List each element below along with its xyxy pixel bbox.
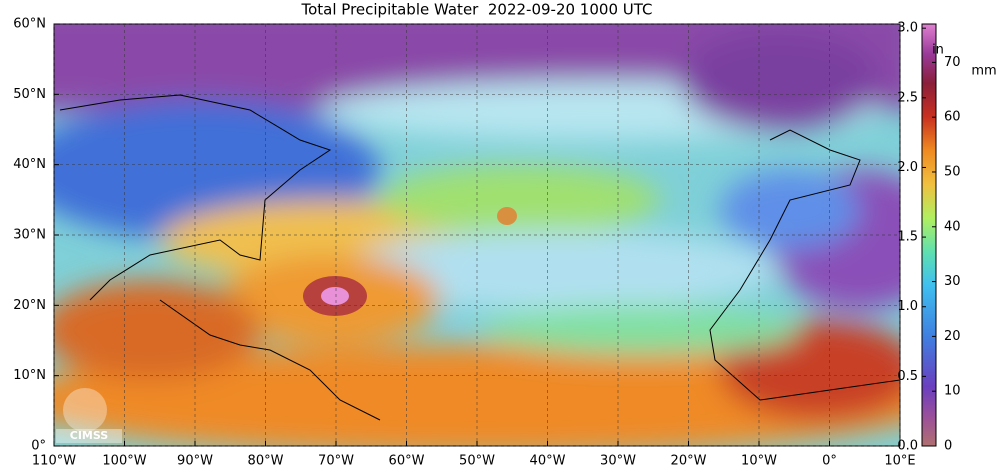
colorbar-mm-tick-label: 30 [944, 274, 961, 289]
colorbar-mm-tick-label: 20 [944, 329, 961, 344]
lon-tick-label: 20°W [671, 454, 707, 469]
colorbar-in-tick-label: 0.0 [897, 439, 918, 454]
lon-tick-label: 50°W [459, 454, 495, 469]
lat-tick-label: 40°N [13, 157, 46, 172]
lon-tick-label: 10°E [884, 454, 915, 469]
colorbar-mm-tick-label: 10 [944, 384, 961, 399]
lon-tick-label: 10°W [741, 454, 777, 469]
colorbar-in-label: in [932, 43, 944, 58]
lon-tick-label: 100°W [102, 454, 146, 469]
colorbar-mm-tick-label: 50 [944, 164, 961, 179]
colorbar-in-tick-label: 1.5 [897, 230, 918, 245]
colorbar-in-tick-label: 1.0 [897, 299, 918, 314]
lon-tick-label: 110°W [32, 454, 76, 469]
lat-tick-label: 20°N [13, 298, 46, 313]
colorbar-mm-tick-label: 60 [944, 110, 961, 125]
colorbar-in-tick-label: 2.0 [897, 160, 918, 175]
colorbar [921, 23, 937, 447]
lat-tick-label: 50°N [13, 87, 46, 102]
logo: CIMSS [56, 388, 122, 443]
lon-tick-label: 60°W [389, 454, 425, 469]
colorbar-in-tick-label: 0.5 [897, 369, 918, 384]
logo-text: CIMSS [70, 429, 109, 442]
colorbar-mm-tick-label: 70 [944, 55, 961, 70]
lon-tick-label: 70°W [318, 454, 354, 469]
chart-title: Total Precipitable Water 2022-09-20 1000… [300, 1, 652, 19]
colorbar-mm-tick-label: 0 [944, 439, 952, 454]
tpw-field [54, 24, 900, 446]
colorbar-in-tick-label: 2.5 [897, 90, 918, 105]
lon-tick-label: 40°W [530, 454, 566, 469]
colorbar-in-tick-label: 3.0 [897, 21, 918, 36]
lat-tick-label: 60°N [13, 17, 46, 32]
lon-tick-label: 0° [822, 454, 837, 469]
colorbar-mm-tick-label: 40 [944, 219, 961, 234]
lat-tick-label: 30°N [13, 228, 46, 243]
lat-tick-label: 10°N [13, 368, 46, 383]
lon-tick-label: 30°W [600, 454, 636, 469]
lon-tick-label: 90°W [177, 454, 213, 469]
colorbar-mm-label: mm [971, 64, 996, 79]
lon-tick-label: 80°W [248, 454, 284, 469]
lat-tick-label: 0° [31, 439, 46, 454]
